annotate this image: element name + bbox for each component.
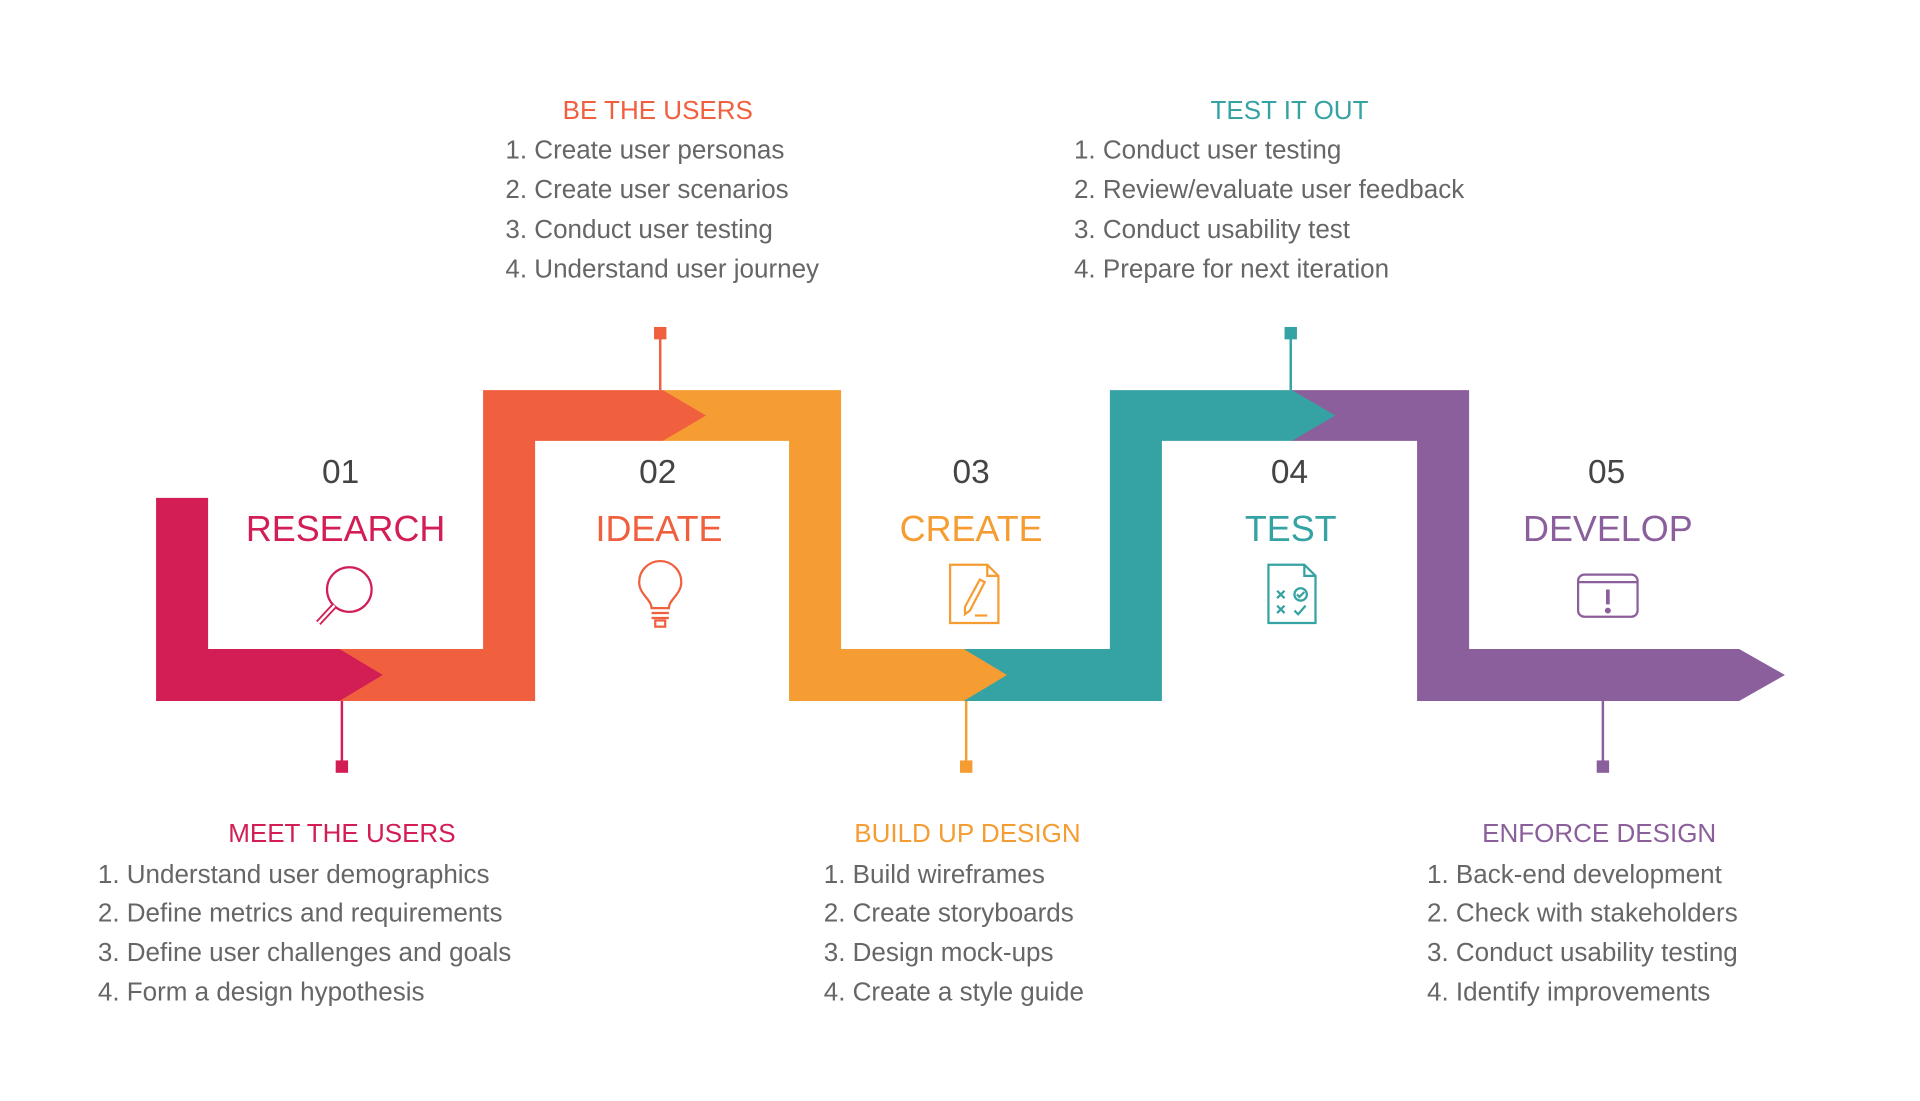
callout-develop: ENFORCE DESIGN 1. Back-end development 2… bbox=[1427, 818, 1738, 1007]
callout-create: BUILD UP DESIGN 1. Build wireframes 2. C… bbox=[824, 818, 1084, 1007]
callout-item: 3. Design mock-ups bbox=[824, 937, 1054, 967]
stage-number: 02 bbox=[639, 454, 676, 491]
develop-path-segment bbox=[1291, 390, 1785, 701]
callout-research: MEET THE USERS 1. Understand user demogr… bbox=[98, 818, 511, 1007]
develop-connector bbox=[1596, 700, 1610, 773]
callout-item: 4. Identify improvements bbox=[1427, 977, 1710, 1007]
callout-item: 2. Check with stakeholders bbox=[1427, 897, 1738, 927]
stage-label-develop: DEVELOP bbox=[1523, 508, 1693, 549]
callout-item: 1. Conduct user testing bbox=[1074, 135, 1341, 165]
callout-item: 1. Create user personas bbox=[505, 135, 784, 165]
callout-item: 1. Understand user demographics bbox=[98, 859, 490, 889]
callout-item: 4. Create a style guide bbox=[824, 977, 1084, 1007]
callout-item: 2. Review/evaluate user feedback bbox=[1074, 174, 1465, 204]
test-connector bbox=[1284, 326, 1297, 391]
stage-number: 05 bbox=[1588, 454, 1625, 491]
callout-ideate: BE THE USERS 1. Create user personas 2. … bbox=[505, 95, 819, 284]
create-path-segment bbox=[662, 390, 1008, 701]
callout-item: 4. Form a design hypothesis bbox=[98, 977, 425, 1007]
stage-number: 04 bbox=[1271, 454, 1308, 491]
lightbulb-icon bbox=[638, 559, 683, 628]
research-connector bbox=[335, 700, 349, 773]
stage-label-ideate: IDEATE bbox=[595, 508, 722, 549]
callout-test: TEST IT OUT 1. Conduct user testing 2. R… bbox=[1074, 95, 1465, 284]
callout-title: ENFORCE DESIGN bbox=[1482, 818, 1716, 848]
stage-number: 03 bbox=[953, 454, 990, 491]
callout-title: BUILD UP DESIGN bbox=[854, 818, 1080, 848]
ideate-path-segment bbox=[336, 390, 707, 701]
callout-item: 3. Conduct usability testing bbox=[1427, 937, 1738, 967]
test-path-segment bbox=[963, 390, 1336, 701]
create-connector bbox=[960, 700, 973, 773]
research-path-segment bbox=[156, 497, 383, 701]
callout-item: 3. Conduct usability test bbox=[1074, 214, 1351, 244]
ideate-connector bbox=[654, 326, 667, 391]
document-pen-icon bbox=[948, 563, 1000, 625]
callout-item: 1. Back-end development bbox=[1427, 859, 1723, 889]
callout-title: MEET THE USERS bbox=[228, 818, 455, 848]
callout-item: 2. Define metrics and requirements bbox=[98, 897, 503, 927]
callout-item: 2. Create user scenarios bbox=[505, 174, 788, 204]
callout-item: 4. Prepare for next iteration bbox=[1074, 253, 1389, 283]
browser-alert-icon bbox=[1577, 573, 1639, 618]
callout-item: 3. Conduct user testing bbox=[505, 214, 772, 244]
stage-number: 01 bbox=[322, 454, 359, 491]
callout-title: BE THE USERS bbox=[563, 95, 753, 125]
stage-label-test: TEST bbox=[1245, 508, 1337, 549]
callout-item: 1. Build wireframes bbox=[824, 859, 1045, 889]
checklist-document-icon bbox=[1267, 563, 1317, 625]
callout-item: 4. Understand user journey bbox=[505, 253, 819, 283]
stage-label-research: RESEARCH bbox=[246, 508, 446, 549]
callout-title: TEST IT OUT bbox=[1211, 95, 1369, 125]
stage-label-create: CREATE bbox=[900, 508, 1043, 549]
callout-item: 3. Define user challenges and goals bbox=[98, 937, 511, 967]
magnifier-icon bbox=[316, 566, 373, 626]
callout-item: 2. Create storyboards bbox=[824, 897, 1074, 927]
